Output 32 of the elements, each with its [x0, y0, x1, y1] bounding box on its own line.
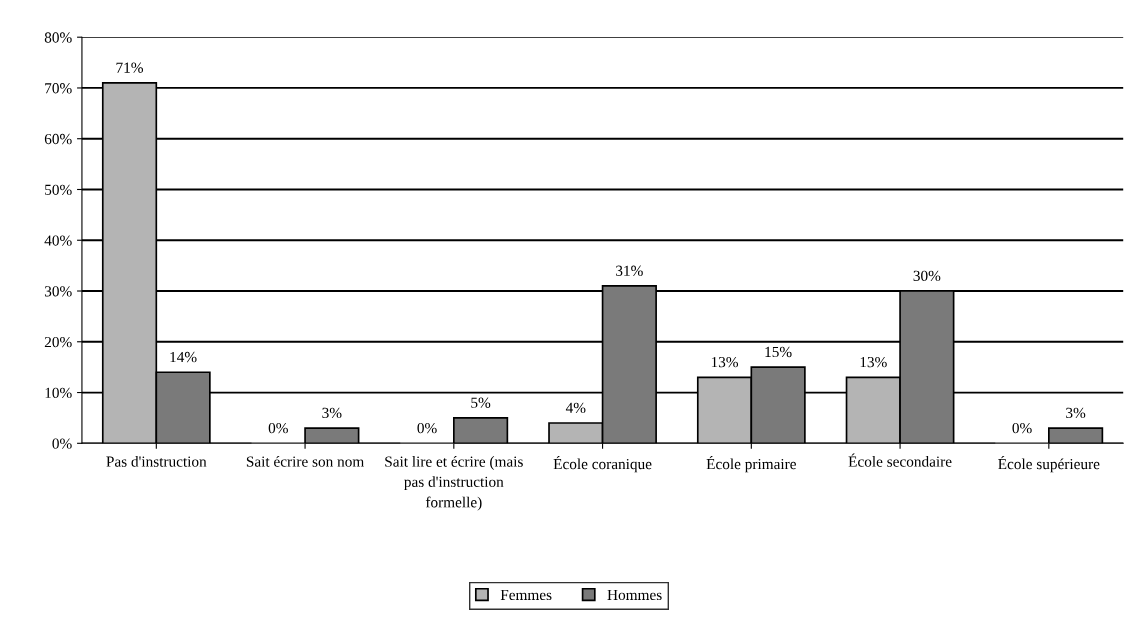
- data-label: 14%: [170, 351, 197, 363]
- y-tick-label: 40%: [44, 235, 72, 246]
- y-tick-label: 70%: [45, 83, 72, 94]
- x-tick-label: École primaire: [706, 455, 796, 473]
- data-label: 0%: [268, 422, 288, 434]
- y-tick-label: 80%: [44, 32, 72, 43]
- data-label: 5%: [471, 397, 491, 408]
- data-label: 3%: [1066, 407, 1086, 419]
- data-label: 3%: [322, 407, 342, 419]
- data-label: 31%: [616, 265, 643, 276]
- x-tick-label: École coranique: [553, 455, 652, 473]
- data-label: 4%: [565, 402, 586, 413]
- y-tick-label: 50%: [45, 184, 72, 195]
- y-tick-label: 30%: [44, 286, 72, 297]
- y-tick-label: 10%: [45, 387, 72, 399]
- data-label: 15%: [765, 346, 792, 358]
- data-label: 0%: [417, 422, 437, 434]
- data-label: 13%: [711, 356, 739, 368]
- x-tick-label: Sait lire et écrire (mais pas d'instruction formelle): [385, 455, 523, 511]
- x-tick-label: Sait écrire son nom: [246, 455, 365, 467]
- x-tick-label: École supérieure: [998, 455, 1100, 473]
- y-tick-label: 20%: [44, 336, 72, 348]
- y-tick-label: 60%: [44, 133, 72, 145]
- y-tick-label: 0%: [52, 438, 72, 449]
- x-tick-label: École secondaire: [848, 453, 952, 467]
- data-label: 71%: [116, 62, 144, 73]
- x-tick-label: Pas d'instruction: [106, 455, 207, 467]
- data-label: 13%: [860, 356, 887, 368]
- data-label: 0%: [1012, 422, 1032, 434]
- data-label: 30%: [913, 270, 941, 282]
- legend-label: Femmes: [500, 589, 552, 601]
- legend-label: Hommes: [607, 589, 662, 601]
